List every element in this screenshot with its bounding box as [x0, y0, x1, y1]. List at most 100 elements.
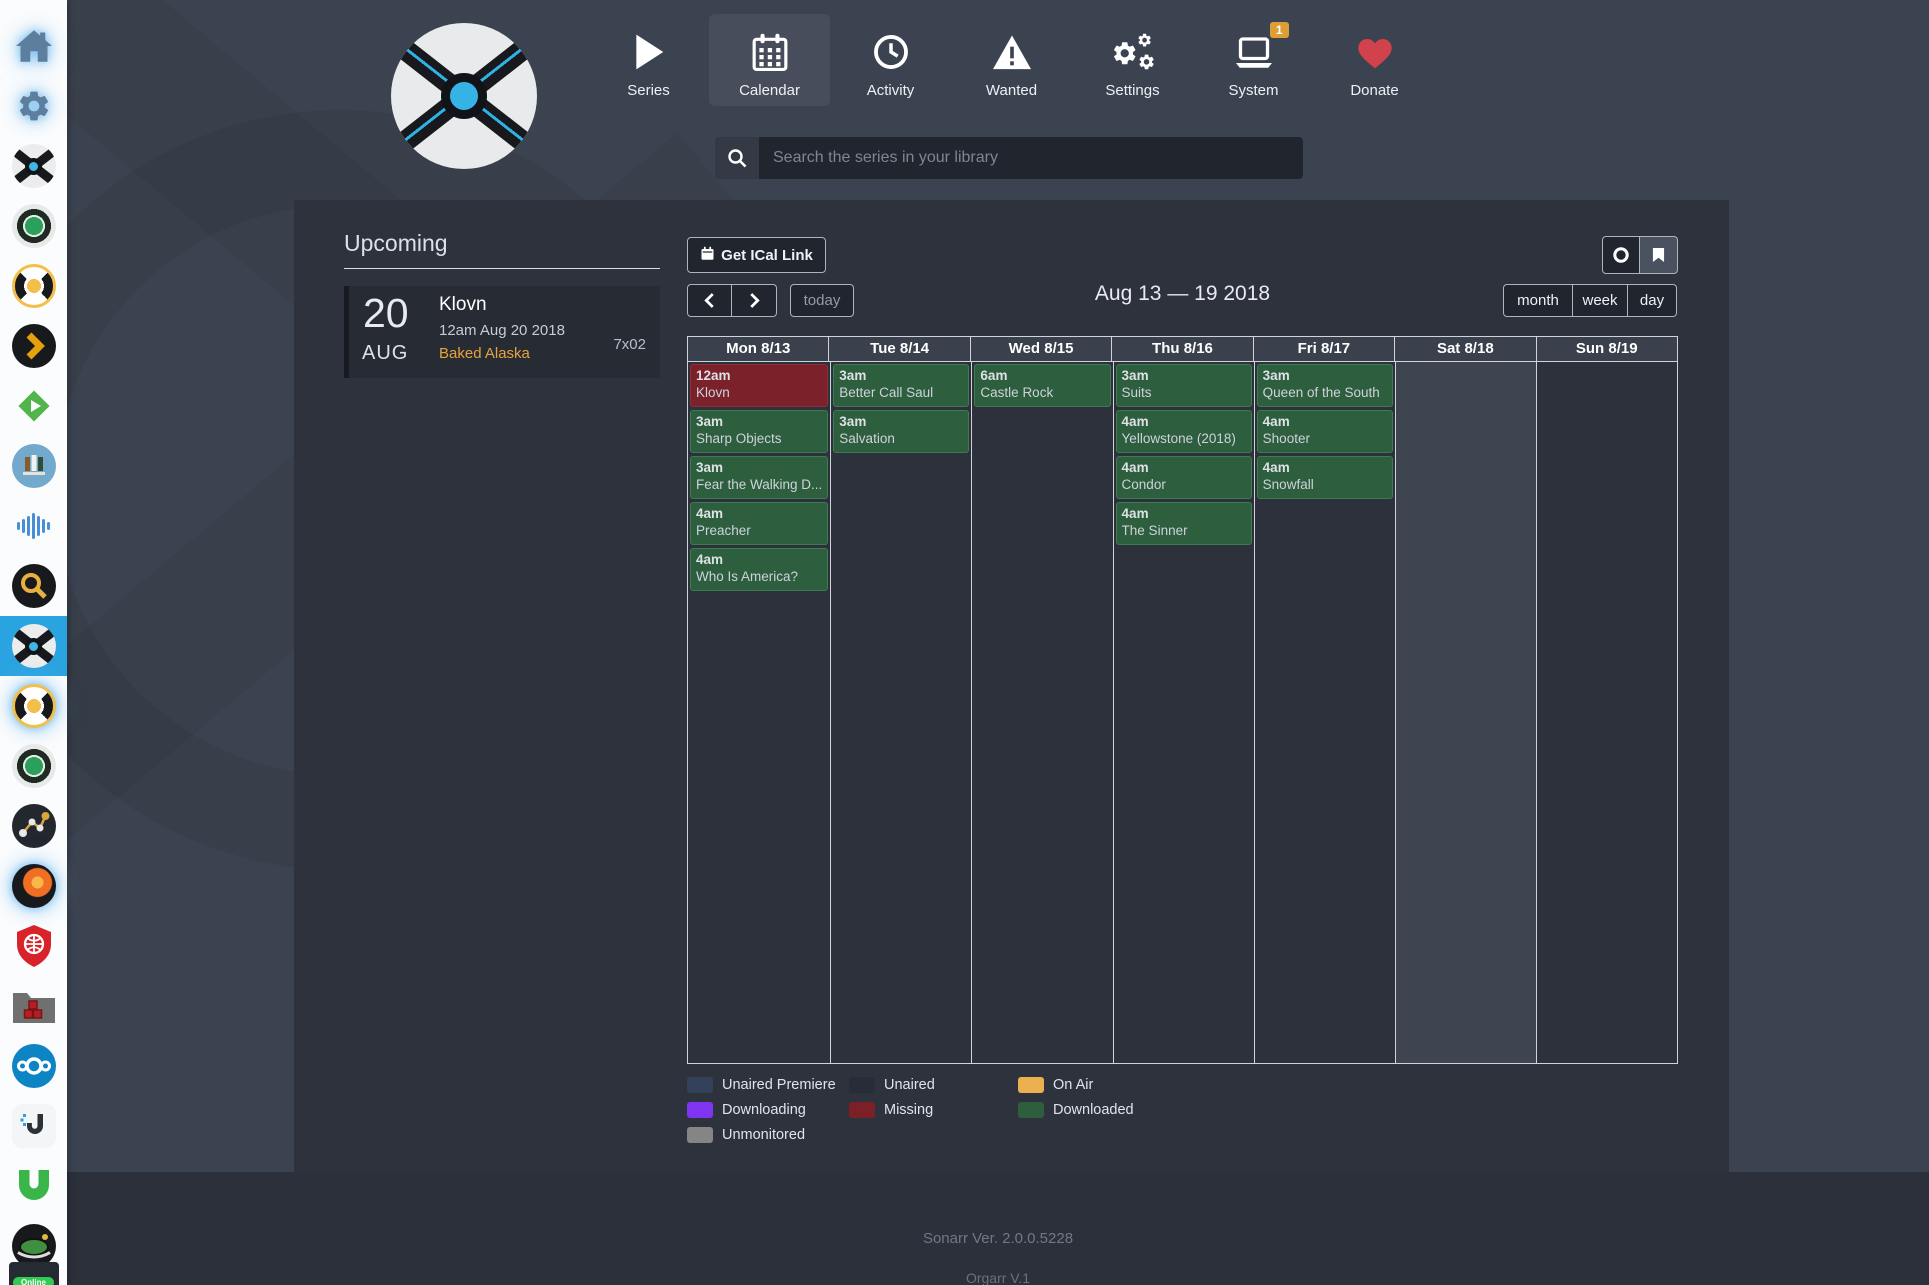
nav-tab-activity[interactable]: Activity: [830, 14, 951, 106]
sonarr-version-text: Sonarr Ver. 2.0.0.5228: [922, 1230, 1074, 1247]
sidebar-item-grafana[interactable]: [0, 856, 67, 916]
calendar-view-switch: month week day: [1503, 284, 1677, 317]
day-column[interactable]: 12am Klovn 3am Sharp Objects 3am Fear the Wal…: [688, 362, 832, 1063]
sidebar-item-radarr-yellow-2[interactable]: [0, 676, 67, 736]
sidebar-item-couchpotato-2[interactable]: [0, 736, 67, 796]
sidebar-item-sonarr[interactable]: [0, 136, 67, 196]
day-header: Sun 8/19: [1536, 337, 1677, 362]
legend-label: On Air: [1053, 1076, 1094, 1093]
footer-strip: Sonarr Ver. 2.0.0.5228 Orgarr V.1: [67, 1172, 1929, 1285]
sidebar-item-settings[interactable]: [0, 76, 67, 136]
upcoming-title: Upcoming: [344, 230, 448, 256]
nav-tab-donate[interactable]: Donate: [1314, 14, 1435, 106]
legend-item: Unaired Premiere: [687, 1076, 849, 1093]
legend-label: Unaired: [884, 1076, 935, 1093]
main-panel: Upcoming 20 AUG Klovn 12am Aug 20 2018 B…: [294, 200, 1729, 1172]
calendar-event[interactable]: 6am Castle Rock: [974, 364, 1111, 407]
month-view-button[interactable]: month: [1503, 284, 1573, 317]
calendar-event[interactable]: 4am Condor: [1115, 456, 1252, 499]
search-input[interactable]: [759, 137, 1303, 179]
calendar-event[interactable]: 4am Who Is America?: [690, 548, 829, 591]
top-nav: Series Calendar Activity Wanted Settings 1 Sys…: [588, 14, 1435, 106]
day-column[interactable]: [1395, 362, 1537, 1063]
calendar-event[interactable]: 4am The Sinner: [1115, 502, 1252, 545]
sidebar-item-red-shield-app[interactable]: [0, 916, 67, 976]
legend-label: Unmonitored: [722, 1126, 806, 1143]
legend-label: Downloading: [722, 1101, 806, 1118]
sidebar-item-uptime-kuma[interactable]: [0, 1156, 67, 1216]
sidebar-item-folder-app[interactable]: [0, 976, 67, 1036]
calendar-event[interactable]: 12am Klovn: [690, 364, 829, 407]
today-button[interactable]: today: [790, 284, 854, 317]
legend-label: Downloaded: [1053, 1101, 1134, 1118]
calendar-event[interactable]: 4am Yellowstone (2018): [1115, 410, 1252, 453]
sidebar-item-home[interactable]: [0, 16, 67, 76]
sidebar-item-sonarr-active[interactable]: [0, 616, 67, 676]
search-bar: [715, 137, 1303, 179]
day-column[interactable]: 3am Suits 4am Yellowstone (2018) 4am Condor 4a…: [1114, 362, 1255, 1063]
calendar-event[interactable]: 3am Queen of the South: [1256, 364, 1393, 407]
nav-tab-calendar[interactable]: Calendar: [709, 14, 830, 106]
calendar-event[interactable]: 4am Shooter: [1256, 410, 1393, 453]
uptime-kuma-icon: [12, 1166, 56, 1206]
day-header: Mon 8/13: [688, 337, 830, 362]
next-week-button[interactable]: [732, 284, 777, 317]
prev-week-button[interactable]: [687, 284, 732, 317]
shell-app-icon: [11, 1224, 56, 1268]
event-title: Who Is America?: [696, 569, 799, 584]
calendar-event[interactable]: 4am Snowfall: [1256, 456, 1393, 499]
calendar-event[interactable]: 3am Salvation: [833, 410, 970, 453]
event-title: Shooter: [1262, 431, 1310, 446]
event-time: 4am: [696, 552, 724, 567]
sidebar-item-couchpotato[interactable]: [0, 196, 67, 256]
nav-tab-series[interactable]: Series: [588, 14, 709, 106]
sidebar-item-library[interactable]: [0, 436, 67, 496]
calendar-event[interactable]: 3am Sharp Objects: [690, 410, 829, 453]
nav-tab-system[interactable]: 1 System: [1193, 14, 1314, 106]
sidebar-item-shell-app[interactable]: [0, 1216, 67, 1276]
home-icon: [15, 30, 52, 62]
calendar-title: Aug 13 — 19 2018: [1094, 282, 1271, 305]
circle-view-button[interactable]: [1602, 236, 1640, 274]
legend-label: Unaired Premiere: [722, 1076, 836, 1093]
legend-item: On Air: [1018, 1076, 1248, 1093]
couchpotato-icon: [11, 204, 56, 248]
sidebar-item-molecule-app[interactable]: [0, 796, 67, 856]
day-column[interactable]: 3am Better Call Saul 3am Salvation: [831, 362, 973, 1063]
calendar-event[interactable]: 3am Fear the Walking D...: [690, 456, 829, 499]
day-column[interactable]: 6am Castle Rock: [972, 362, 1114, 1063]
sidebar-item-nextcloud[interactable]: [0, 1036, 67, 1096]
day-header: Sat 8/18: [1395, 337, 1537, 362]
week-view-button[interactable]: week: [1573, 284, 1628, 317]
legend-swatch: [849, 1076, 875, 1093]
calendar-display-toggle: [1602, 236, 1678, 274]
legend-swatch: [1018, 1101, 1044, 1118]
sidebar-item-radarr-yellow[interactable]: [0, 256, 67, 316]
calendar-event[interactable]: 3am Better Call Saul: [833, 364, 970, 407]
day-column[interactable]: 3am Queen of the South 4am Shooter 4am Snowfa…: [1255, 362, 1396, 1063]
sidebar-item-jackett[interactable]: [0, 556, 67, 616]
calendar-event[interactable]: 4am Preacher: [690, 502, 829, 545]
event-time: 4am: [1262, 460, 1290, 475]
get-ical-link-button[interactable]: Get ICal Link: [687, 237, 826, 273]
calendar-event[interactable]: 3am Suits: [1115, 364, 1252, 407]
event-title: Yellowstone (2018): [1121, 431, 1236, 446]
sidebar-item-emby[interactable]: [0, 376, 67, 436]
molecule-app-icon: [11, 804, 56, 848]
day-view-button[interactable]: day: [1628, 284, 1677, 317]
nav-tab-wanted[interactable]: Wanted: [951, 14, 1072, 106]
day-column[interactable]: [1537, 362, 1677, 1063]
sidebar-item-status-tile[interactable]: Online: [0, 1252, 67, 1285]
calendar-prev-next: [687, 284, 777, 317]
sidebar-item-unifi[interactable]: [0, 1096, 67, 1156]
sidebar-item-plex[interactable]: [0, 316, 67, 376]
sidebar-item-audio-waves[interactable]: [0, 496, 67, 556]
bookmark-view-button[interactable]: [1640, 236, 1678, 274]
warning-icon: [992, 26, 1032, 78]
event-title: Suits: [1121, 385, 1152, 400]
nextcloud-icon: [11, 1044, 56, 1088]
nav-tab-settings[interactable]: Settings: [1072, 14, 1193, 106]
event-time: 3am: [839, 414, 867, 429]
upcoming-item[interactable]: 20 AUG Klovn 12am Aug 20 2018 Baked Alas…: [344, 286, 660, 378]
search-icon: [715, 137, 759, 179]
